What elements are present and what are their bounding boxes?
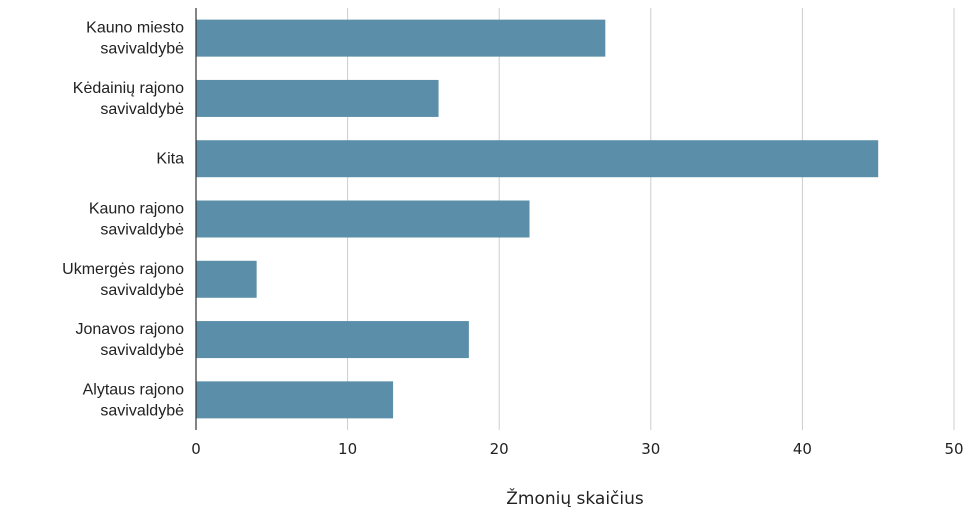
bar bbox=[196, 140, 879, 178]
category-label-line: Ukmergės rajono bbox=[62, 261, 184, 278]
x-axis-title: Žmonių skaičius bbox=[506, 487, 644, 509]
category-label-line: Kėdainių rajono bbox=[73, 80, 184, 97]
bar bbox=[196, 200, 530, 238]
category-label: Kita bbox=[156, 151, 184, 168]
category-label-line: Kita bbox=[156, 151, 184, 168]
category-label-line: savivaldybė bbox=[100, 101, 184, 118]
category-label: Ukmergės rajono savivaldybė bbox=[62, 261, 184, 299]
category-label-line: savivaldybė bbox=[100, 41, 184, 58]
bar bbox=[196, 381, 394, 419]
x-tick-label: 30 bbox=[641, 440, 660, 458]
category-label-line: savivaldybė bbox=[100, 222, 184, 239]
category-label-line: savivaldybė bbox=[100, 402, 184, 419]
x-tick-labels: 0 10 20 30 40 50 bbox=[191, 440, 963, 458]
bar bbox=[196, 321, 469, 359]
bar bbox=[196, 260, 257, 298]
category-label-line: savivaldybė bbox=[100, 282, 184, 299]
category-label-line: Kauno rajono bbox=[89, 201, 184, 218]
gridlines bbox=[347, 8, 955, 430]
category-label-line: Kauno miesto bbox=[86, 20, 184, 37]
category-label: Alytaus rajono savivaldybė bbox=[83, 381, 184, 419]
category-label-line: savivaldybė bbox=[100, 342, 184, 359]
category-label-line: Alytaus rajono bbox=[83, 381, 184, 398]
bars bbox=[196, 19, 879, 419]
x-tick-label: 0 bbox=[191, 440, 201, 458]
x-tick-label: 40 bbox=[793, 440, 812, 458]
category-label: Kauno rajono savivaldybė bbox=[89, 201, 184, 239]
category-label: Jonavos rajono savivaldybė bbox=[75, 321, 184, 359]
x-tick-label: 50 bbox=[944, 440, 963, 458]
category-label-line: Jonavos rajono bbox=[75, 321, 184, 338]
bar bbox=[196, 79, 439, 117]
category-label: Kauno miesto savivaldybė bbox=[86, 20, 184, 58]
category-label: Kėdainių rajono savivaldybė bbox=[73, 80, 184, 118]
bar bbox=[196, 19, 606, 57]
x-tick-label: 10 bbox=[338, 440, 357, 458]
category-labels: Kauno miesto savivaldybė Kėdainių rajono sa… bbox=[62, 20, 184, 420]
x-tick-label: 20 bbox=[490, 440, 509, 458]
